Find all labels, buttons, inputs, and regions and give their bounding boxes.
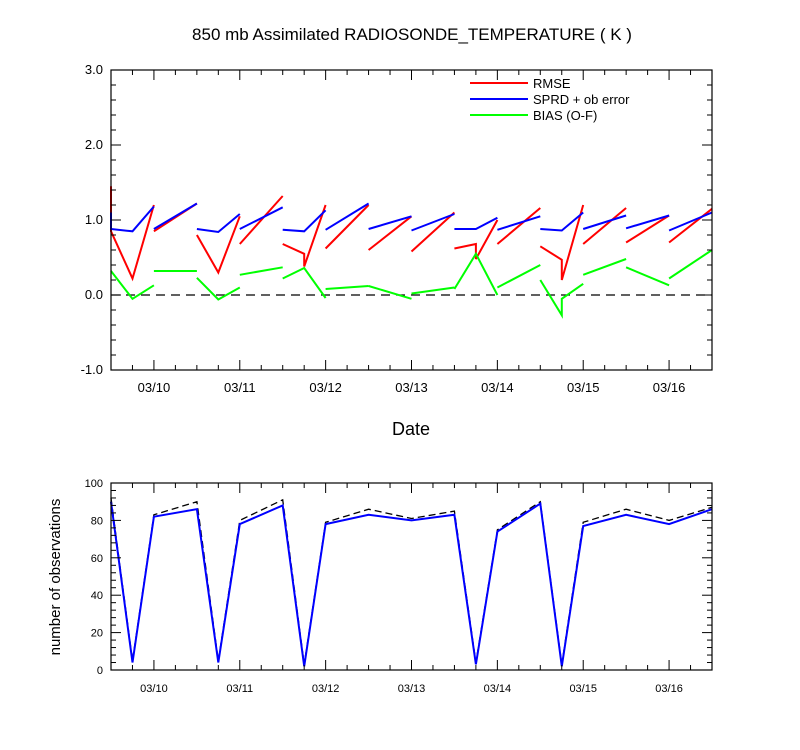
bottom-plot-frame (110, 482, 713, 671)
series-line-sprd-ob-error (411, 213, 455, 232)
series-line-rmse (625, 214, 670, 244)
series-line-sprd-ob-error (239, 206, 284, 230)
x-tick-label: 03/15 (567, 380, 600, 395)
series-line-bias-o-f (196, 277, 241, 301)
bottom-axis-ticks: 03/10 03/11 03/12 03/13 03/14 03/15 03/16 0 20 40… (85, 478, 713, 695)
x-tick-label: 03/14 (484, 683, 512, 695)
series-line-bias-o-f (411, 286, 455, 295)
legend-label-bias-o-f: BIAS (O-F) (533, 108, 597, 123)
y-tick-label: 40 (91, 590, 103, 602)
x-tick-label: 03/13 (398, 683, 426, 695)
observations-dashed-line (110, 497, 713, 665)
x-tick-label: 03/16 (653, 380, 686, 395)
bottom-panel: 03/10 03/11 03/12 03/13 03/14 03/15 03/16 0 20 40… (47, 478, 713, 695)
top-panel: 03/10 03/11 03/12 03/13 03/14 03/15 03/16 -1.0 0… (81, 62, 713, 439)
series-line-bias-o-f (668, 249, 713, 280)
series-line-sprd-ob-error (454, 216, 498, 230)
series-line-rmse (239, 195, 284, 245)
series-line-rmse (196, 215, 241, 275)
series-line-rmse (324, 204, 370, 250)
bottom-data-layer (110, 497, 713, 667)
x-tick-label: 03/13 (395, 380, 428, 395)
top-plot-frame (110, 69, 713, 371)
series-line-bias-o-f (582, 258, 627, 276)
series-line-rmse (410, 211, 456, 253)
top-axis-ticks: 03/10 03/11 03/12 03/13 03/14 03/15 03/16 -1.0 0… (81, 62, 713, 395)
series-line-bias-o-f (282, 266, 327, 299)
series-line-sprd-ob-error (153, 202, 198, 230)
x-tick-label: 03/11 (226, 683, 253, 695)
series-rmse (110, 186, 713, 282)
series-line-sprd-ob-error (668, 211, 713, 232)
y-tick-label: 0 (97, 665, 103, 677)
y-tick-label: 3.0 (85, 62, 103, 77)
series-line-rmse (282, 204, 327, 267)
series-sprd-ob-error (110, 202, 713, 234)
series-line-sprd-ob-error (497, 215, 541, 231)
series-line-sprd-ob-error (540, 211, 584, 232)
bottom-y-axis-title: number of observations (47, 499, 64, 656)
top-x-axis-title: Date (392, 419, 430, 439)
legend-label-sprd-ob-error: SPRD + ob error (533, 92, 630, 107)
x-tick-label: 03/14 (481, 380, 514, 395)
y-tick-label: 2.0 (85, 137, 103, 152)
series-bias-o-f (110, 249, 713, 319)
series-line-sprd-ob-error (282, 209, 327, 233)
series-line-sprd-ob-error (368, 215, 412, 230)
series-line-rmse (496, 207, 541, 245)
x-tick-label: 03/15 (569, 683, 597, 695)
legend-label-rmse: RMSE (533, 76, 571, 91)
x-tick-label: 03/10 (140, 683, 168, 695)
series-line-sprd-ob-error (196, 213, 241, 234)
series-line-sprd-ob-error (582, 214, 627, 230)
y-tick-label: 100 (85, 478, 103, 490)
top-data-layer (110, 186, 713, 319)
series-line-bias-o-f (110, 270, 155, 301)
series-line-rmse (582, 207, 627, 245)
series-line-rmse (668, 208, 713, 244)
series-line-bias-o-f (453, 251, 499, 296)
x-tick-label: 03/10 (138, 380, 171, 395)
chart-title: 850 mb Assimilated RADIOSONDE_TEMPERATUR… (192, 25, 632, 44)
series-line-bias-o-f (368, 285, 412, 300)
observations-solid-line (110, 501, 713, 667)
series-line-bias-o-f (325, 285, 369, 290)
x-tick-label: 03/12 (312, 683, 340, 695)
series-line-rmse (454, 219, 499, 260)
series-line-bias-o-f (496, 264, 541, 289)
series-line-sprd-ob-error (325, 202, 370, 231)
y-tick-label: -1.0 (81, 362, 103, 377)
x-tick-label: 03/11 (224, 380, 256, 395)
x-tick-label: 03/16 (655, 683, 683, 695)
x-tick-label: 03/12 (309, 380, 342, 395)
y-tick-label: 0.0 (85, 287, 103, 302)
series-line-bias-o-f (239, 266, 283, 276)
y-tick-label: 20 (91, 628, 103, 640)
series-line-sprd-ob-error (625, 214, 670, 230)
series-line-bias-o-f (625, 266, 670, 287)
y-tick-label: 1.0 (85, 212, 103, 227)
series-line-bias-o-f (539, 279, 584, 319)
series-line-rmse (110, 186, 155, 282)
y-tick-label: 60 (91, 553, 103, 565)
series-line-rmse (539, 204, 585, 281)
y-tick-label: 80 (91, 515, 103, 527)
series-line-rmse (367, 215, 413, 251)
